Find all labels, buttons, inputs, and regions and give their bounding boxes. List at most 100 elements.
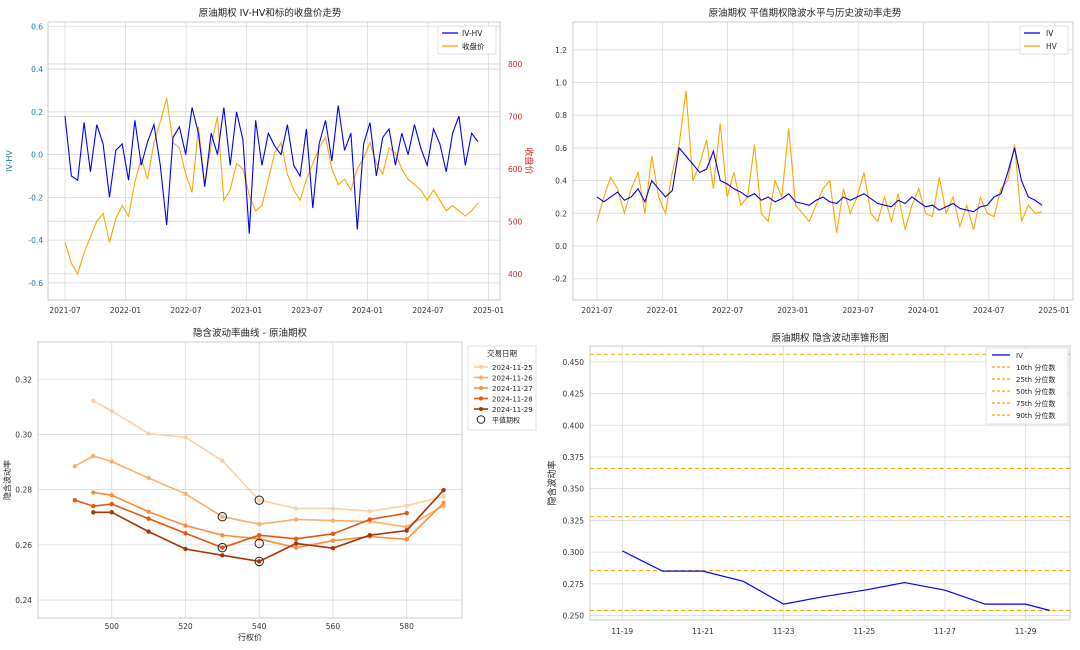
legend-label: 2024-11-29 (492, 406, 533, 414)
y-tick-label: 1.2 (555, 46, 567, 55)
y-axis-label-right: 收盘价 (523, 147, 535, 174)
x-tick-label: 2025-01 (473, 306, 505, 315)
legend-title: 交易日期 (487, 348, 517, 358)
chart-iv-cone: 原油期权 隐含波动率锥形图 0.2500.2750.3000.3250.3500… (546, 332, 1071, 636)
legend-marker (479, 386, 483, 390)
data-point (257, 559, 262, 564)
legend-box (1019, 25, 1069, 55)
data-point (441, 500, 446, 506)
legend-marker (479, 407, 483, 411)
legend-box (437, 25, 497, 55)
data-point (91, 504, 96, 509)
legend-label: 90th 分位数 (1016, 411, 1055, 420)
series-line-iv (596, 146, 1043, 213)
legend-label: 平值期权 (492, 416, 520, 425)
y-tick-label: 0.325 (563, 516, 585, 525)
x-tick-label: 11-23 (773, 627, 795, 636)
y-tick-label: 0.4 (555, 177, 567, 186)
y-tick-label: -0.2 (552, 275, 567, 284)
atm-marker (254, 538, 264, 549)
data-point (293, 541, 299, 546)
y-tick-label-left: -0.6 (28, 279, 43, 288)
y-tick-label-left: -0.2 (28, 193, 43, 202)
data-point (330, 545, 336, 551)
chart-title: 原油期权 隐含波动率锥形图 (771, 332, 888, 344)
data-point (220, 545, 225, 550)
legend-label: 10th 分位数 (1016, 363, 1055, 372)
legend-marker-atm (476, 415, 486, 424)
x-tick-label: 2021-07 (581, 306, 613, 315)
data-point (91, 510, 96, 515)
series-line-2024-11-29 (93, 489, 445, 563)
data-point (146, 529, 151, 534)
data-point (72, 497, 78, 503)
data-point (404, 537, 409, 542)
data-point (220, 514, 225, 519)
plot-frame (572, 21, 1074, 301)
x-tick-label: 540 (252, 622, 267, 631)
chart-ivhv-price: 原油期权 IV-HV和标的收盘价走势 -0.6 -0.4 -0.2 0.0 0.2 0.4… (5, 7, 535, 315)
y-tick-label: 0.250 (563, 612, 585, 621)
x-tick-label: 2022-01 (110, 306, 142, 315)
x-tick-label: 2021-07 (49, 306, 81, 315)
y-tick-label: 0.30 (15, 430, 32, 439)
data-point (109, 501, 114, 507)
atm-marker (217, 512, 228, 522)
y-tick-label: 0.2 (555, 209, 567, 218)
x-tick-label: 11-19 (611, 627, 633, 636)
x-tick-label: 2023-01 (231, 306, 263, 315)
grid (38, 342, 462, 618)
ticks-layer: -0.2 0.0 0.2 0.4 0.6 0.8 1.0 1.2 2021-07 2022-01 2… (552, 46, 1070, 315)
y-tick-label: 0.8 (555, 111, 567, 120)
x-tick-label: 500 (105, 622, 120, 631)
ticks-layer: -0.6 -0.4 -0.2 0.0 0.2 0.4 0.6 400 500 600 700 800 2… (28, 22, 522, 315)
data-point (109, 408, 114, 414)
data-point (146, 475, 151, 481)
data-point (330, 531, 336, 537)
data-point (404, 528, 409, 533)
y-tick-label: 0.24 (15, 596, 32, 605)
data-point (72, 464, 78, 469)
y-tick-label: 0.28 (15, 486, 32, 495)
series-line-ivhv (64, 105, 479, 234)
chart-iv-hv: 原油期权 平值期权隐波水平与历史波动率走势 -0.2 0.0 0.2 0.4 0.6 0.… (552, 7, 1074, 315)
data-point (91, 398, 96, 403)
data-point (146, 516, 151, 521)
data-point (293, 517, 299, 522)
y-tick-label-right: 700 (508, 112, 523, 121)
legend: IV HV (1019, 25, 1069, 55)
y-tick-label: 0.375 (563, 453, 585, 462)
x-tick-label: 560 (326, 622, 341, 631)
chart-title: 隐含波动率曲线 - 原油期权 (193, 327, 307, 339)
data-point (183, 531, 188, 536)
series-line-hv (596, 90, 1043, 234)
x-tick-label: 2024-01 (908, 306, 940, 315)
data-point (183, 546, 188, 552)
data-point (91, 490, 96, 495)
y-tick-label: 0.32 (15, 375, 32, 384)
data-point (220, 553, 225, 558)
legend-marker (479, 375, 483, 380)
x-tick-label: 2023-07 (843, 306, 875, 315)
series-line-2024-11-25 (92, 400, 444, 512)
data-point (91, 453, 96, 459)
y-tick-label: 0.26 (15, 541, 32, 550)
legend-label: 2024-11-28 (492, 396, 533, 404)
data-point (109, 510, 114, 515)
x-tick-label: 2022-01 (647, 306, 679, 315)
x-tick-label: 2024-01 (352, 306, 384, 315)
legend-label-iv: IV (1046, 29, 1054, 38)
y-tick-label-right: 600 (508, 165, 523, 174)
legend-label: 2024-11-27 (492, 385, 533, 393)
grid (590, 346, 1070, 620)
legend-label-ivhv: IV-HV (462, 29, 483, 38)
legend-label-hv: HV (1046, 42, 1058, 51)
y-axis-label: 隐含波动率 (546, 460, 558, 505)
x-tick-label: 2025-01 (1038, 306, 1070, 315)
x-tick-label: 2024-07 (973, 306, 1005, 315)
legend-label: 50th 分位数 (1016, 387, 1055, 396)
y-tick-label: 0.400 (563, 421, 585, 430)
legend: 交易日期 2024-11-25 2024-11-26 2024-11-27 2024-… (467, 345, 537, 431)
plot-frame (47, 21, 501, 301)
